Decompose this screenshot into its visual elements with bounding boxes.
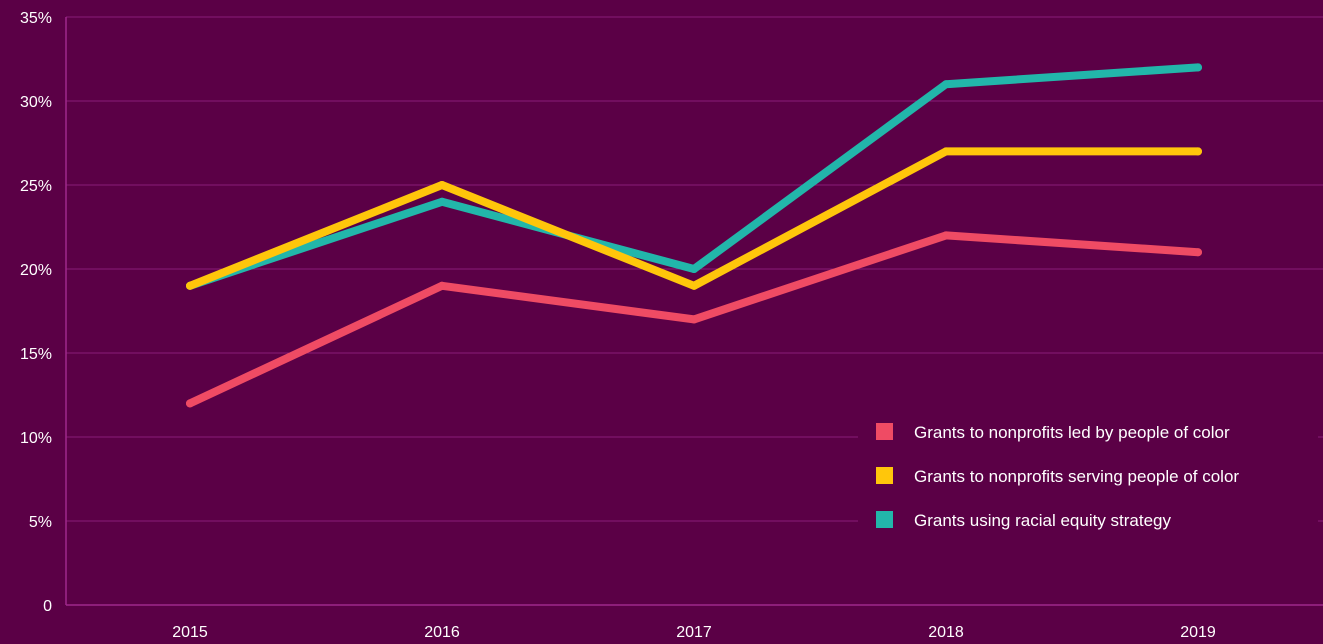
- legend-label: Grants to nonprofits led by people of co…: [914, 423, 1230, 442]
- legend-box: [858, 412, 1318, 544]
- y-tick-label: 30%: [20, 94, 52, 111]
- data-point: [690, 281, 698, 290]
- y-tick-label: 35%: [20, 10, 52, 27]
- y-tick-label: 5%: [29, 514, 52, 531]
- y-tick-label: 20%: [20, 262, 52, 279]
- legend-label: Grants using racial equity strategy: [914, 511, 1172, 530]
- data-point: [690, 265, 698, 273]
- grid-layer: [66, 16, 1323, 522]
- data-point: [942, 231, 950, 240]
- y-tick-label: 10%: [20, 430, 52, 447]
- x-tick-label: 2019: [1180, 624, 1216, 641]
- y-tick-label: 25%: [20, 178, 52, 195]
- data-point: [438, 181, 446, 189]
- y-tick-label: 0: [43, 598, 52, 615]
- data-point: [1194, 63, 1202, 72]
- data-point: [1194, 147, 1202, 156]
- legend-swatch: [876, 467, 893, 484]
- axis-layer: 0 5% 10% 15% 20% 25% 30% 35% 2015 2016 2017 2018 201…: [20, 10, 1323, 641]
- legend: Grants to nonprofits led by people of co…: [858, 412, 1318, 544]
- series-layer: [186, 63, 1202, 408]
- data-point: [942, 147, 950, 156]
- x-tick-label: 2017: [676, 624, 712, 641]
- legend-swatch: [876, 511, 893, 528]
- legend-swatch: [876, 423, 893, 440]
- data-point: [690, 315, 698, 324]
- legend-label: Grants to nonprofits serving people of c…: [914, 467, 1239, 486]
- data-point: [186, 281, 194, 290]
- data-point: [1194, 248, 1202, 257]
- data-point: [438, 281, 446, 290]
- data-point: [942, 80, 950, 89]
- data-point: [186, 399, 194, 408]
- data-point: [438, 197, 446, 206]
- y-tick-label: 15%: [20, 346, 52, 363]
- x-tick-label: 2016: [424, 624, 460, 641]
- x-tick-label: 2015: [172, 624, 208, 641]
- x-tick-label: 2018: [928, 624, 964, 641]
